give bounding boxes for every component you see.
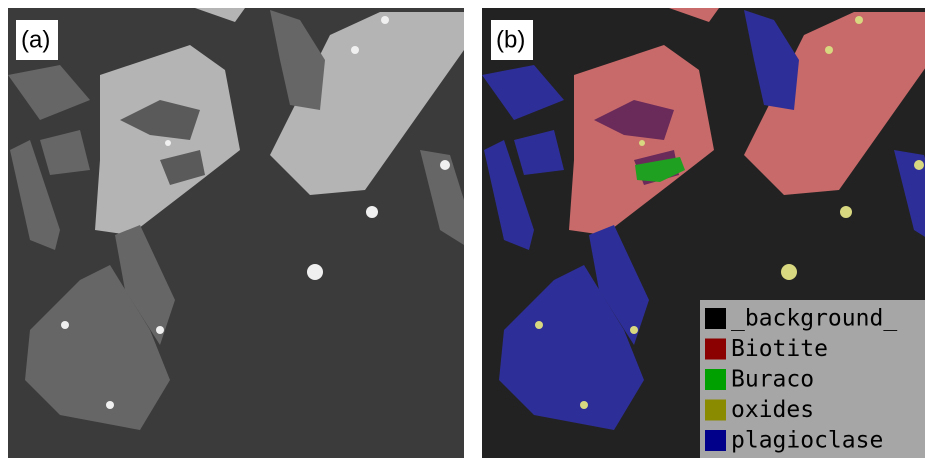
legend-swatch (705, 339, 726, 360)
panel-label: (a) (21, 26, 50, 53)
grain (630, 326, 638, 334)
legend-swatch (705, 400, 726, 421)
grain (156, 326, 164, 334)
grain (440, 160, 450, 170)
legend-label: Buraco (731, 367, 814, 393)
grain (307, 264, 323, 280)
grain (535, 321, 543, 329)
grain (855, 16, 863, 24)
grain (351, 46, 359, 54)
legend-label: oxides (731, 397, 814, 423)
grain (580, 401, 588, 409)
legend-swatch (705, 430, 726, 451)
legend-swatch (705, 369, 726, 390)
grain (61, 321, 69, 329)
grain (639, 140, 645, 146)
legend-swatch (705, 308, 726, 329)
grain (781, 264, 797, 280)
legend-label: _background_ (731, 306, 897, 332)
panel-label: (b) (496, 26, 525, 53)
grain (825, 46, 833, 54)
grain (165, 140, 171, 146)
grain (381, 16, 389, 24)
grain (914, 160, 924, 170)
grain (106, 401, 114, 409)
legend-label: Biotite (731, 336, 828, 362)
legend-label: plagioclase (731, 428, 883, 454)
grain (840, 206, 852, 218)
grain (366, 206, 378, 218)
figure: (a) (b) _background_ Biotite Buraco oxides p… (0, 0, 925, 459)
page: (a) (b) _background_ Biotite Buraco oxides p… (0, 0, 925, 459)
